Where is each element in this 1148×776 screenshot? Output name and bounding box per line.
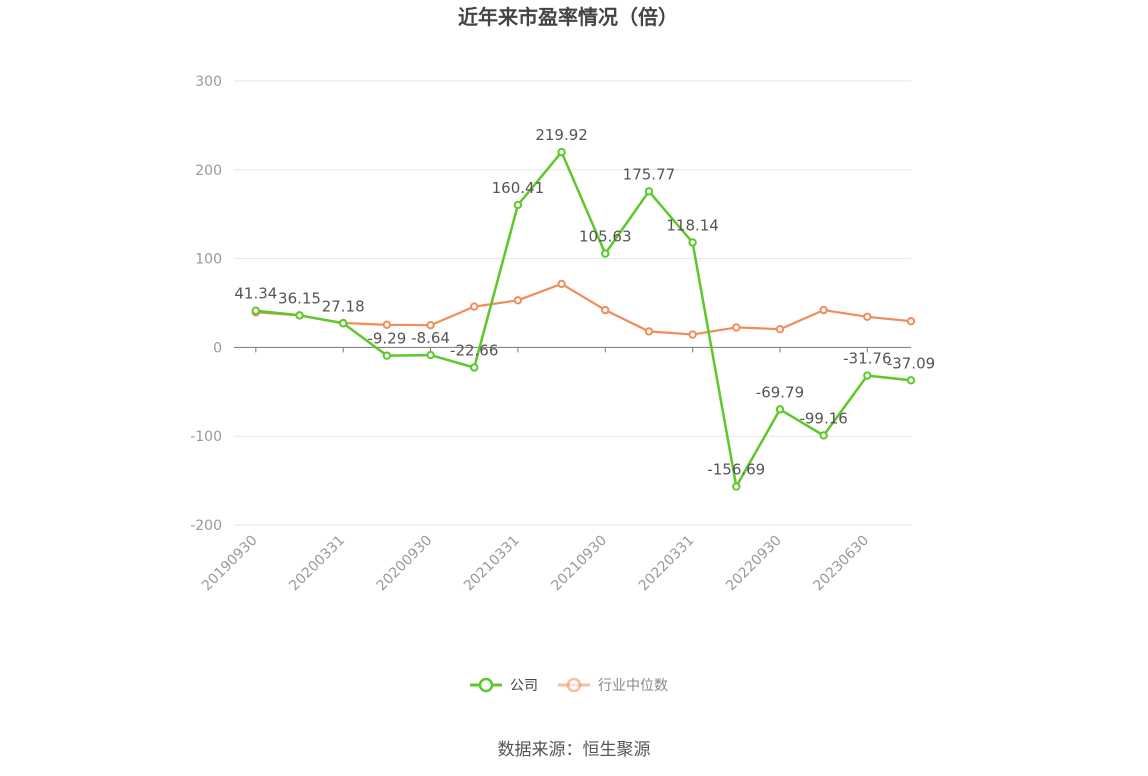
series-line-industry [255,282,912,336]
data-point-company[interactable] [819,431,828,440]
legend-item-company[interactable]: 公司 [470,677,538,694]
data-point-company[interactable] [426,350,435,360]
legend-label-industry: 行业中位数 [598,678,668,694]
data-label-company: -37.09 [887,354,935,372]
data-label-company: 160.41 [492,179,545,197]
data-point-company[interactable] [644,187,654,196]
x-tick-label: 20200331 [286,533,348,595]
data-label-company: -156.69 [707,461,765,479]
legend-label-company: 公司 [510,678,538,694]
data-point-company[interactable] [470,363,479,372]
data-label-company: -69.79 [756,383,804,401]
x-tick-label: 20210930 [548,533,610,595]
x-tick-label: 20220331 [636,533,698,595]
data-source: 数据来源：恒生聚源 [498,740,651,760]
data-point-company[interactable] [688,238,697,247]
data-point-company[interactable] [863,371,872,380]
data-label-company: 219.92 [535,126,588,144]
x-tick-label: 20200930 [374,533,436,595]
data-point-company[interactable] [557,147,566,157]
data-point-company[interactable] [251,306,261,315]
data-label-company: 175.77 [623,165,676,183]
legend[interactable]: 公司 行业中位数 [470,677,668,694]
grid-lines [234,80,911,526]
y-tick-label: 0 [213,340,222,356]
data-point-industry[interactable] [644,327,654,336]
chart-title: 近年来市盈率情况（倍） [458,5,678,29]
data-point-industry[interactable] [732,323,741,332]
data-point-industry[interactable] [470,302,479,311]
data-point-company[interactable] [732,482,741,491]
y-tick-label: -200 [190,518,222,534]
data-point-company[interactable] [906,376,916,385]
data-point-industry[interactable] [863,312,872,321]
y-tick-label: -100 [190,429,222,445]
y-tick-label: 200 [195,163,222,179]
x-tick-label: 20230630 [810,533,872,595]
y-tick-label: 300 [195,74,222,90]
data-point-industry[interactable] [775,324,785,334]
series [251,147,916,491]
data-label-company: 36.15 [278,289,321,307]
x-tick-label: 20210331 [461,533,523,595]
data-point-company[interactable] [338,319,348,328]
data-label-company: -8.64 [411,329,450,347]
data-point-company[interactable] [775,405,785,414]
data-point-industry[interactable] [382,320,392,329]
data-point-industry[interactable] [688,330,697,339]
x-tick-label: 20220930 [723,533,785,595]
data-label-company: 118.14 [666,216,719,234]
y-tick-label: 100 [195,252,222,268]
x-tick-label: 20190930 [199,533,261,595]
data-label-company: -99.16 [799,409,847,427]
legend-item-industry[interactable]: 行业中位数 [558,677,668,694]
data-point-industry[interactable] [819,305,828,315]
data-point-company[interactable] [382,351,392,360]
data-point-industry[interactable] [513,296,523,305]
data-point-company[interactable] [601,249,610,258]
data-point-company[interactable] [513,200,523,210]
data-point-industry[interactable] [557,279,566,289]
data-label-company: 41.34 [234,285,277,303]
legend-marker-industry [566,677,582,693]
data-point-industry[interactable] [426,321,435,330]
data-label-company: -9.29 [367,330,406,348]
data-label-company: 105.63 [579,228,632,246]
data-point-industry[interactable] [601,305,610,315]
data-point-industry[interactable] [906,317,916,326]
series-line-company [255,150,912,488]
data-label-company: 27.18 [322,297,365,315]
data-label-company: -22.66 [450,342,498,360]
data-labels: 41.34 36.15 27.18-9.29 -8.64-22.66 160.41 219… [234,126,935,478]
data-point-company[interactable] [295,311,304,320]
data-label-company: -31.76 [843,350,891,368]
legend-marker-company [478,677,494,693]
